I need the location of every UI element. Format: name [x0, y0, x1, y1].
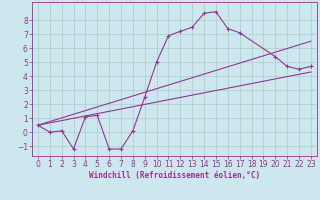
X-axis label: Windchill (Refroidissement éolien,°C): Windchill (Refroidissement éolien,°C): [89, 171, 260, 180]
